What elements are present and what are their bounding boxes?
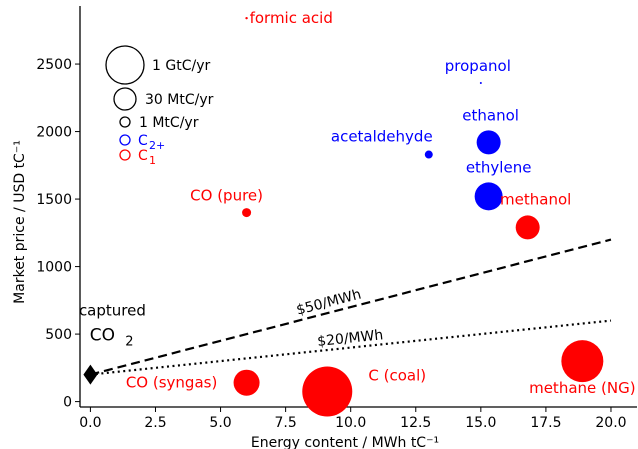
data-point bbox=[424, 150, 433, 159]
data-point bbox=[233, 369, 260, 396]
x-tick-label: 10.0 bbox=[335, 415, 366, 431]
color-legend-label: C bbox=[138, 133, 148, 149]
x-tick-label: 15.0 bbox=[465, 415, 496, 431]
x-tick-label: 5.0 bbox=[209, 415, 231, 431]
point-labels: formic acid CO (pure) methanol CO (syngas) C… bbox=[79, 9, 636, 397]
x-tick-label: 17.5 bbox=[530, 415, 561, 431]
size-legend-circle bbox=[105, 45, 145, 85]
color-legend-circle bbox=[119, 134, 131, 146]
x-tick-label: 12.5 bbox=[400, 415, 431, 431]
price-line-label: $20/MWh bbox=[317, 327, 385, 350]
y-tick-label: 500 bbox=[45, 327, 72, 343]
data-point bbox=[245, 16, 248, 20]
size-legend-label: 1 GtC/yr bbox=[152, 58, 210, 74]
color-legend-subscript: 1 bbox=[149, 154, 156, 167]
x-tick-label: 2.5 bbox=[144, 415, 166, 431]
data-point bbox=[476, 130, 501, 155]
data-point bbox=[242, 208, 252, 218]
point-label: methanol bbox=[500, 190, 571, 208]
captured-label: captured bbox=[79, 302, 146, 320]
x-axis-label: Energy content / MWh tC⁻¹ bbox=[251, 435, 439, 449]
data-point bbox=[474, 182, 503, 211]
point-label: CO (pure) bbox=[190, 187, 263, 205]
captured-co2-subscript: 2 bbox=[125, 335, 133, 350]
point-label: formic acid bbox=[250, 9, 333, 27]
captured-co2-marker bbox=[83, 364, 98, 385]
x-tick-label: 20.0 bbox=[595, 415, 626, 431]
data-point bbox=[479, 81, 482, 84]
axes: 0.0 2.5 5.0 7.5 10.0 12.5 15.0 17.5 20.0 0 500 1000… bbox=[36, 6, 637, 431]
y-tick-label: 0 bbox=[63, 395, 72, 411]
point-label: ethanol bbox=[462, 106, 519, 124]
y-tick-label: 2000 bbox=[36, 125, 72, 141]
x-tick-label: 0.0 bbox=[79, 415, 101, 431]
point-label: ethylene bbox=[466, 158, 532, 176]
x-tick-label: 7.5 bbox=[274, 415, 296, 431]
legend: 1 GtC/yr 30 MtC/yr 1 MtC/yr C 2+C 1 bbox=[105, 45, 214, 167]
size-legend-circle bbox=[113, 87, 137, 111]
y-tick-label: 1500 bbox=[36, 192, 72, 208]
size-legend-label: 1 MtC/yr bbox=[139, 115, 199, 131]
data-point bbox=[515, 215, 540, 240]
color-legend-circle bbox=[119, 149, 131, 161]
y-tick-label: 1000 bbox=[36, 260, 72, 276]
size-legend-circle bbox=[119, 116, 131, 128]
data-point bbox=[302, 366, 353, 417]
data-points bbox=[83, 16, 604, 417]
color-legend-label: C bbox=[138, 148, 148, 164]
point-label: C (coal) bbox=[368, 366, 426, 384]
point-label: acetaldehyde bbox=[331, 128, 433, 146]
color-legend-subscript: 2+ bbox=[149, 139, 165, 152]
data-point bbox=[561, 340, 604, 383]
point-label: CO (syngas) bbox=[126, 374, 217, 392]
point-label: propanol bbox=[445, 57, 511, 75]
y-axis-label: Market price / USD tC⁻¹ bbox=[12, 140, 28, 304]
y-tick-label: 2500 bbox=[36, 57, 72, 73]
captured-co2-label: CO bbox=[90, 326, 115, 346]
price-line-dotted bbox=[90, 319, 612, 376]
price-line-dashed bbox=[90, 238, 612, 376]
price-lines: $50/MWh$20/MWh bbox=[90, 238, 612, 376]
point-label: methane (NG) bbox=[529, 379, 635, 397]
size-legend-label: 30 MtC/yr bbox=[145, 92, 214, 108]
